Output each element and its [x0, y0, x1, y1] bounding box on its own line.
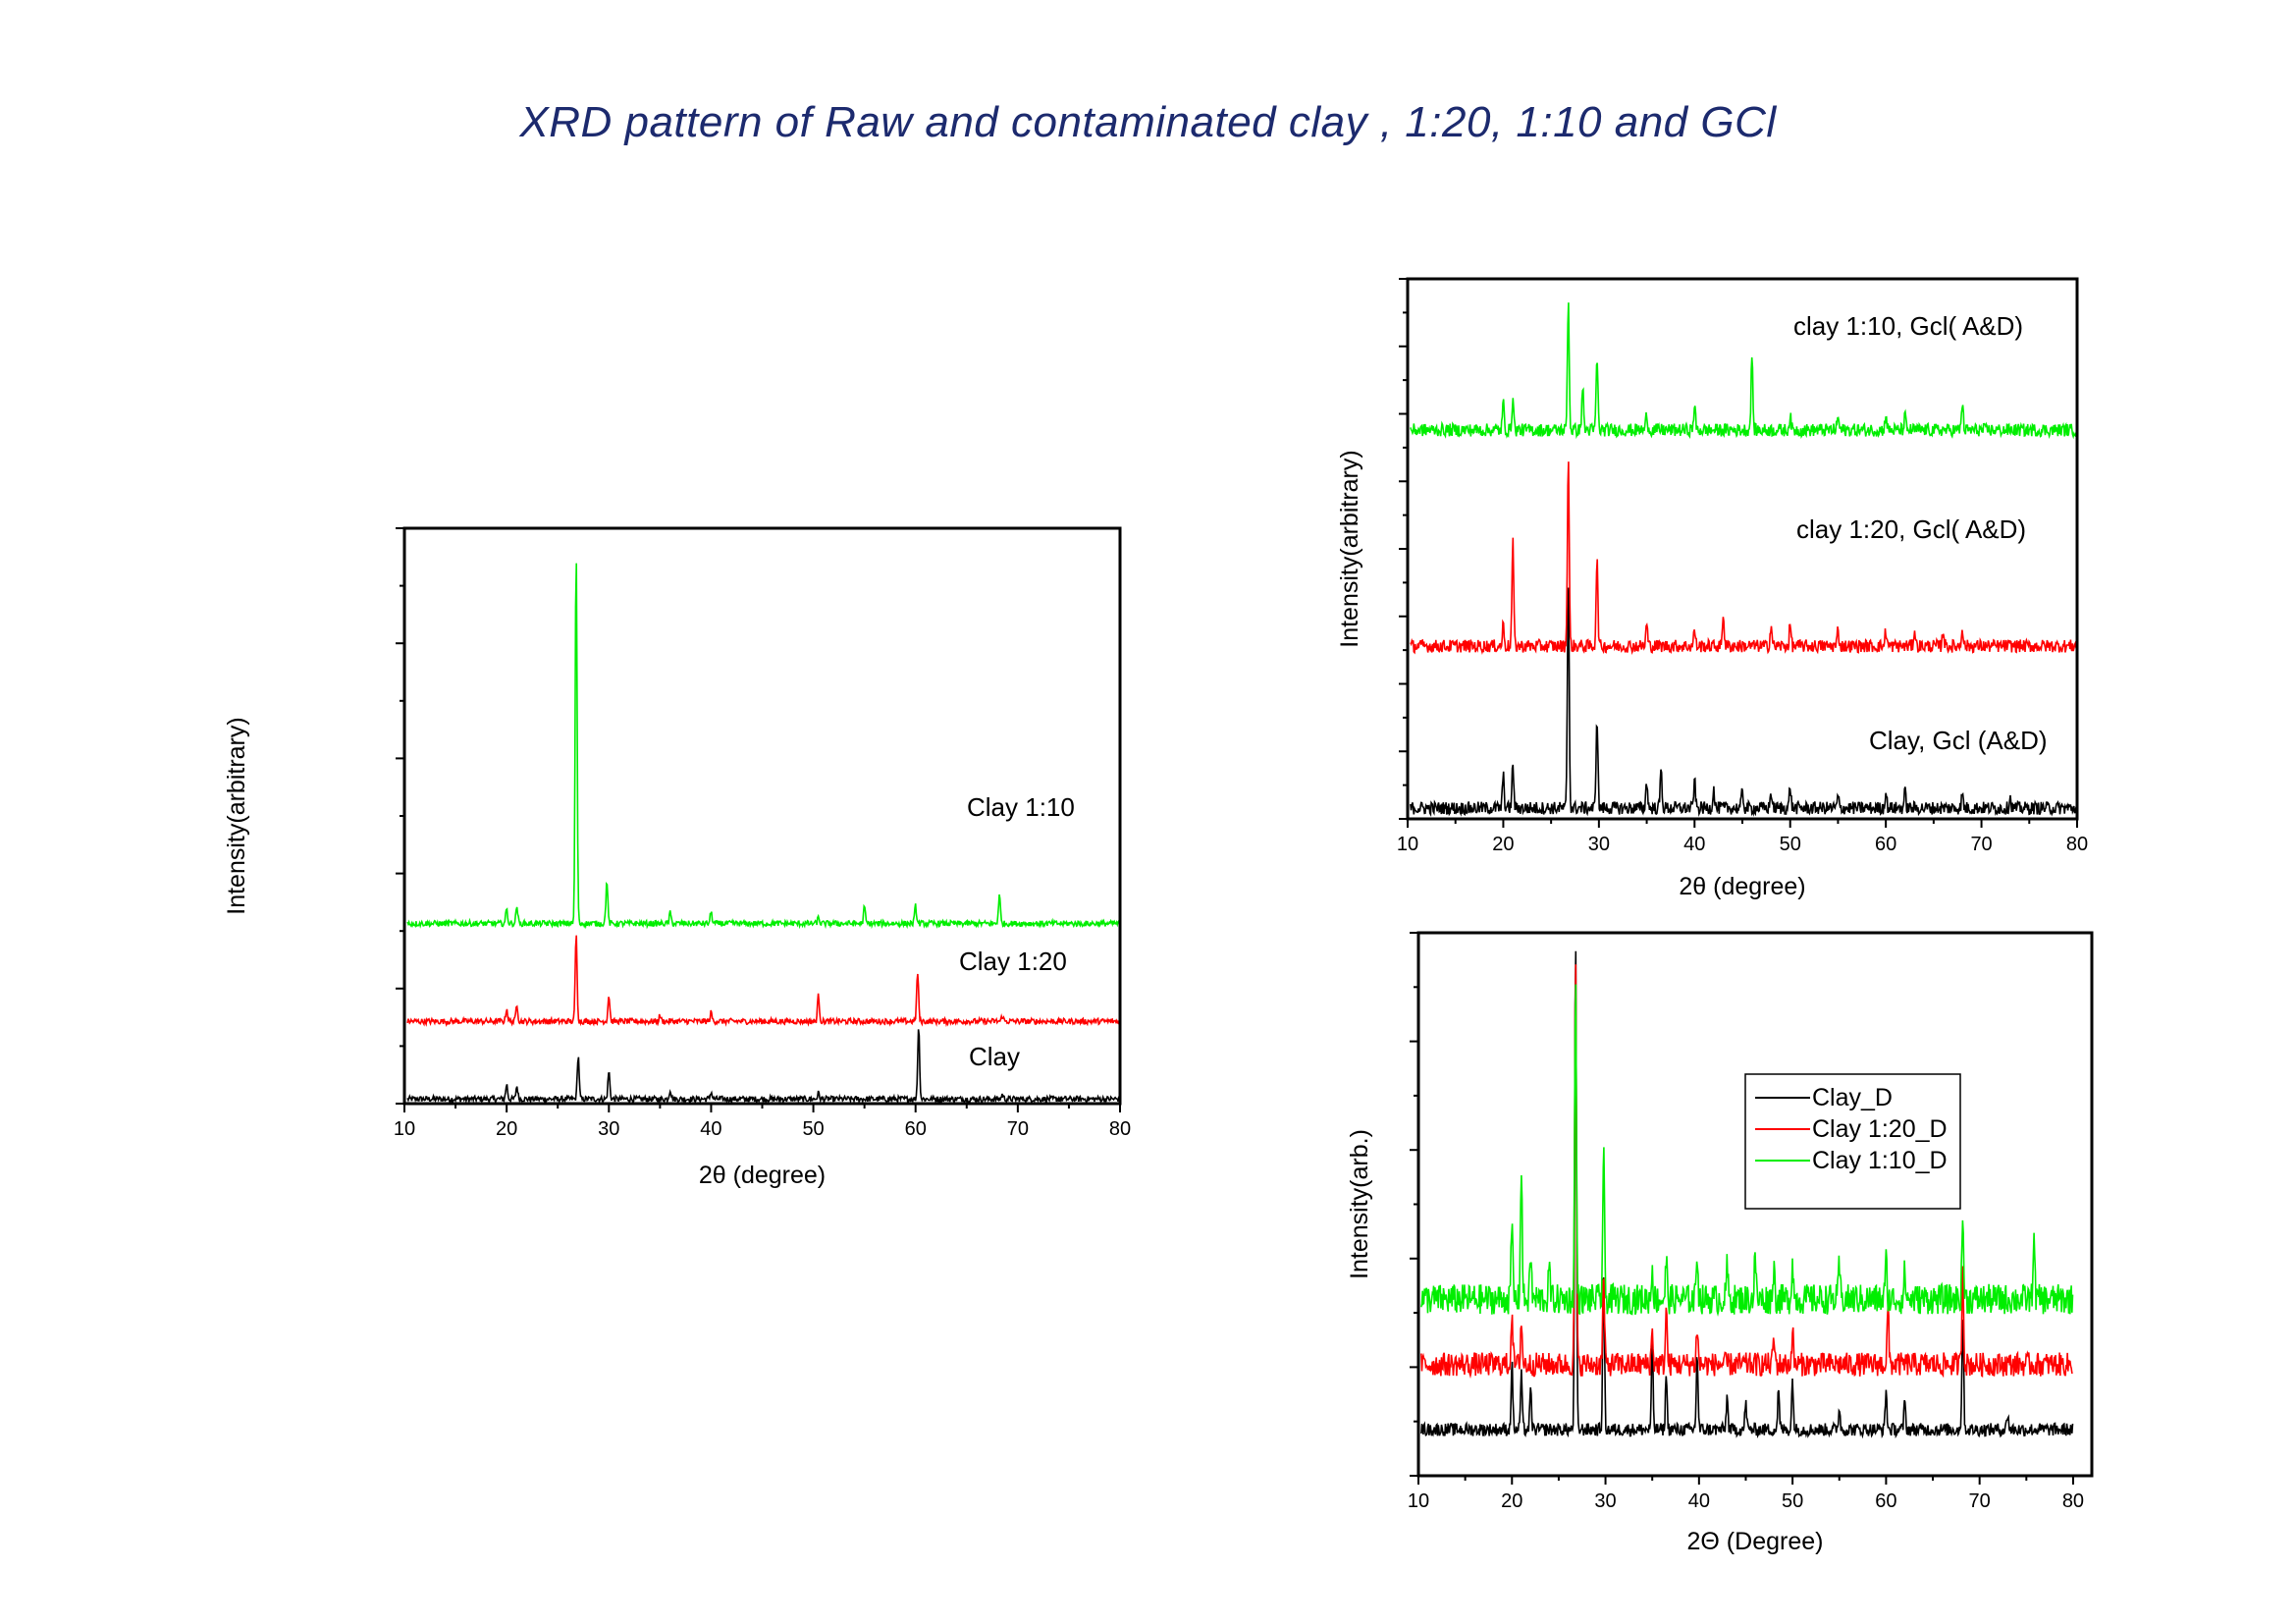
x-tick-label: 80	[2062, 1490, 2084, 1512]
series-label: Clay	[969, 1042, 1020, 1071]
x-tick-label: 80	[1109, 1118, 1131, 1140]
x-tick-label: 30	[1588, 834, 1610, 855]
x-tick-label: 50	[1780, 834, 1801, 855]
chart-3: 10 20 30 40 50 60 70 80 2Θ (Degree) Intensity(arb…	[1346, 931, 2094, 1555]
y-axis-label: Intensity(arbitrary)	[223, 717, 250, 914]
x-tick-label: 60	[1875, 834, 1896, 855]
legend: Clay_D Clay 1:20_D Clay 1:10_D	[1744, 1073, 1961, 1210]
x-tick-label: 70	[1969, 1490, 1991, 1512]
x-tick-label: 60	[1875, 1490, 1896, 1512]
series-line-clay-1-10-gcl-a-d-	[1410, 302, 2078, 440]
x-tick-label: 30	[1594, 1490, 1616, 1512]
series-line-clay-gcl-a-d-	[1410, 587, 2078, 818]
x-tick-label: 20	[1501, 1490, 1522, 1512]
y-axis-label: Intensity(arb.)	[1346, 1129, 1373, 1279]
x-tick-label: 60	[905, 1118, 927, 1140]
x-tick-label: 10	[394, 1118, 415, 1140]
series-line-clay-d	[1420, 950, 2074, 1439]
x-tick-label: 10	[1408, 1490, 1429, 1512]
x-tick-label: 10	[1397, 834, 1418, 855]
legend-box	[1744, 1073, 1961, 1210]
chart-1: 10 20 30 40 50 60 70 80 2θ (degree) Intensity(arb…	[223, 526, 1131, 1189]
series-label: Clay 1:10	[967, 792, 1075, 822]
x-tick-label: 50	[1782, 1490, 1803, 1512]
series-label: Clay 1:20	[959, 947, 1067, 976]
series-label: Clay, Gcl (A&D)	[1869, 726, 2048, 755]
x-tick-label: 30	[598, 1118, 619, 1140]
x-axis-label: 2θ (degree)	[1679, 873, 1805, 900]
legend-entry: Clay 1:10_D	[1812, 1147, 1948, 1174]
x-axis-label: 2θ (degree)	[699, 1162, 826, 1189]
legend-entry: Clay 1:20_D	[1812, 1115, 1948, 1143]
series-label: clay 1:20, Gcl( A&D)	[1796, 514, 2026, 544]
series-label: clay 1:10, Gcl( A&D)	[1793, 311, 2023, 341]
page-title: XRD pattern of Raw and contaminated clay…	[519, 98, 1777, 146]
legend-entry: Clay_D	[1812, 1084, 1893, 1111]
series-line-clay-1-20-d	[1420, 964, 2073, 1380]
series-line-clay-1-20	[406, 935, 1121, 1028]
x-tick-label: 40	[700, 1118, 721, 1140]
x-tick-label: 50	[802, 1118, 824, 1140]
x-tick-label: 40	[1688, 1490, 1710, 1512]
x-tick-label: 20	[1492, 834, 1514, 855]
series-line-clay-1-10-d	[1420, 984, 2074, 1318]
x-tick-label: 40	[1683, 834, 1705, 855]
series-line-clay-1-10	[406, 563, 1121, 930]
x-tick-label: 70	[1970, 834, 1992, 855]
x-tick-label: 70	[1007, 1118, 1029, 1140]
x-tick-label: 80	[2066, 834, 2088, 855]
chart-2: 10 20 30 40 50 60 70 80 2θ (degree) Intensity(arb…	[1336, 277, 2088, 900]
series-line-clay	[406, 1029, 1121, 1106]
x-tick-label: 20	[496, 1118, 517, 1140]
x-axis-label: 2Θ (Degree)	[1687, 1528, 1824, 1555]
y-axis-label: Intensity(arbitrary)	[1336, 450, 1363, 647]
series-line-clay-1-20-gcl-a-d-	[1410, 461, 2078, 656]
